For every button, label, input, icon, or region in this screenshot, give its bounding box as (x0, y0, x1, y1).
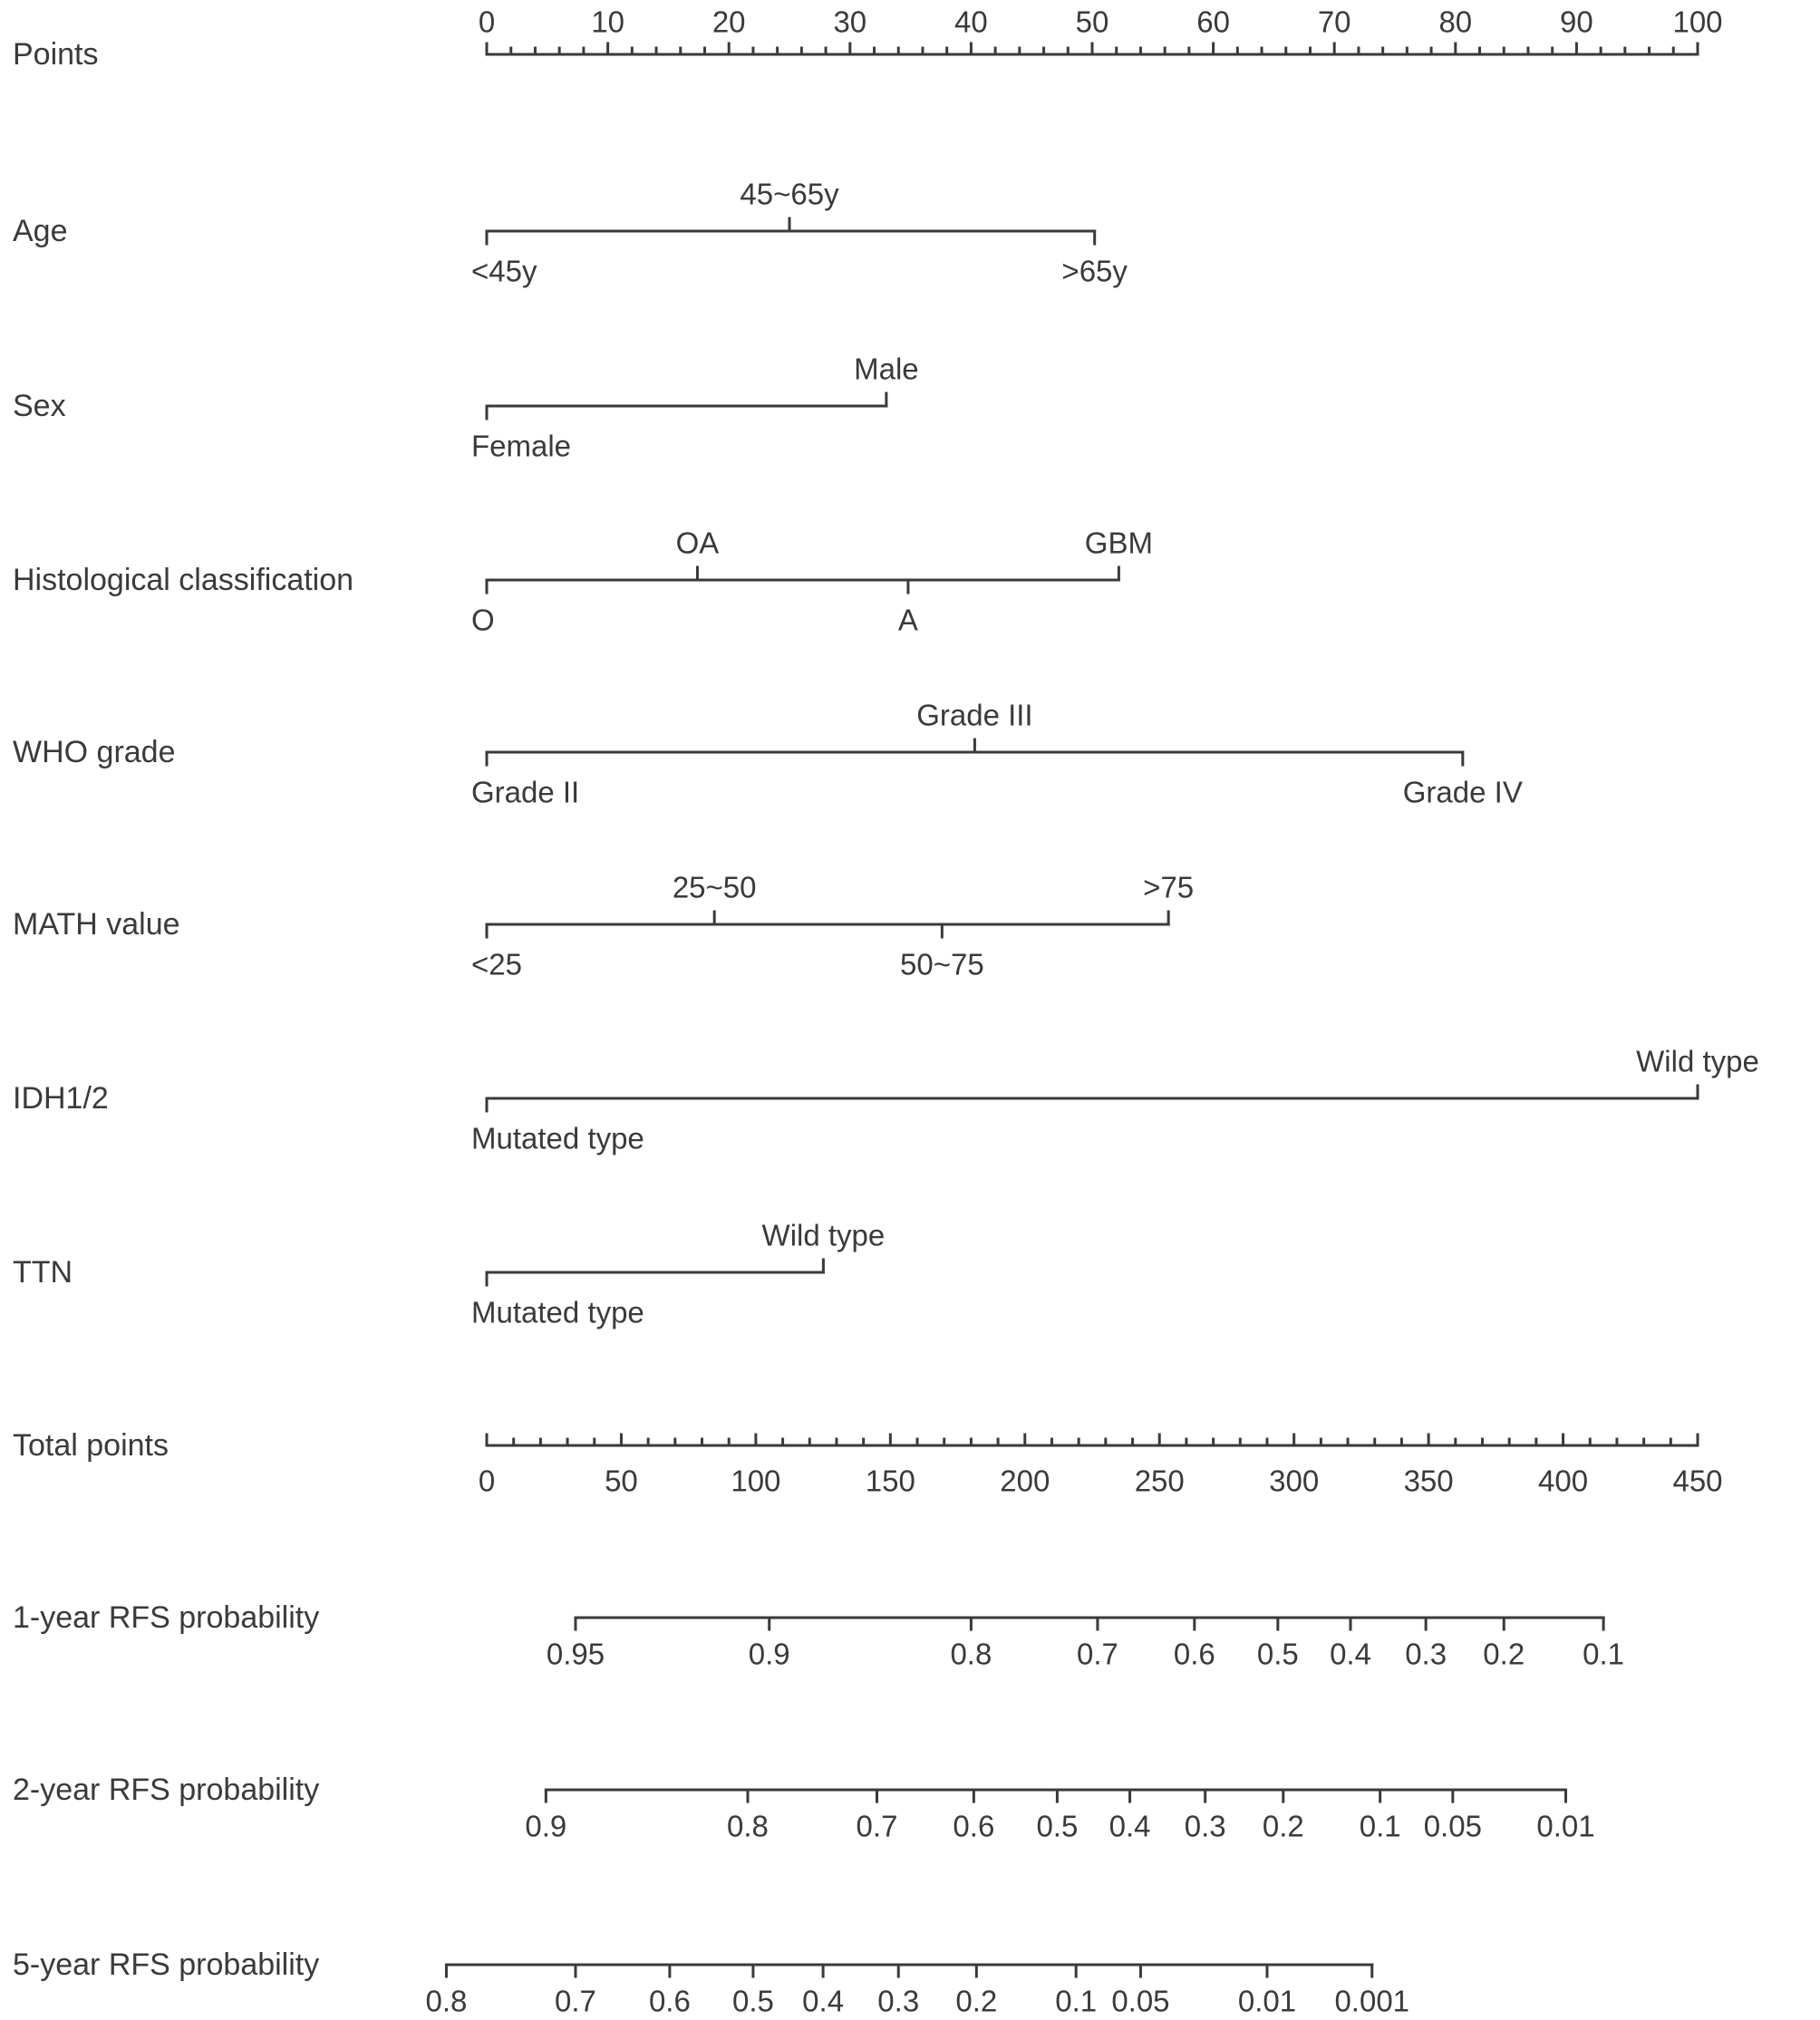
points-tick-label: 10 (591, 5, 624, 39)
histological-classification-level-label: A (898, 604, 918, 637)
1-year-rfs-probability-tick-label: 0.2 (1483, 1638, 1525, 1671)
row-label-who-grade: WHO grade (13, 735, 176, 769)
sex-level-label: Male (854, 353, 919, 386)
row-label-math-value: MATH value (13, 907, 180, 942)
2-year-rfs-probability-tick-label: 0.05 (1424, 1810, 1482, 1843)
row-label-ttn: TTN (13, 1255, 73, 1290)
variable-row-who-grade (485, 738, 1465, 767)
points-axis (485, 42, 1699, 56)
age-level-label: >65y (1061, 255, 1128, 288)
row-label-total-points: Total points (13, 1428, 169, 1463)
variable-row-histological-classification (485, 565, 1120, 594)
row-label-age: Age (13, 214, 68, 248)
total-points-tick-label: 400 (1538, 1464, 1588, 1498)
math-value-level-label: <25 (471, 948, 522, 981)
2-year-rfs-probability-tick-label: 0.4 (1109, 1810, 1151, 1843)
points-tick-label: 50 (1076, 5, 1109, 39)
age-level-label: 45~65y (740, 178, 839, 211)
5-year-rfs-probability-tick-label: 0.001 (1334, 1985, 1409, 2018)
who-grade-level-label: Grade III (916, 699, 1032, 732)
ttn-level-label: Mutated type (471, 1296, 644, 1329)
points-tick-label: 0 (479, 5, 495, 39)
probability-scale-5-year-rfs-probability (444, 1963, 1374, 1978)
total-points-axis (485, 1433, 1699, 1447)
idh1-2-level-label: Wild type (1636, 1045, 1759, 1078)
variable-row-age (485, 217, 1097, 246)
total-points-tick-label: 350 (1404, 1464, 1454, 1498)
5-year-rfs-probability-tick-label: 0.6 (649, 1985, 691, 2018)
row-label-1-year-rfs-probability: 1-year RFS probability (13, 1600, 319, 1635)
row-label-idh1-2: IDH1/2 (13, 1081, 109, 1116)
ttn-level-label: Wild type (762, 1219, 886, 1252)
histological-classification-level-label: OA (676, 527, 720, 560)
5-year-rfs-probability-tick-label: 0.01 (1238, 1985, 1296, 2018)
histological-classification-level-label: O (471, 604, 495, 637)
histological-classification-level-label: GBM (1085, 527, 1153, 560)
5-year-rfs-probability-tick-label: 0.7 (555, 1985, 596, 2018)
total-points-tick-label: 100 (731, 1464, 780, 1498)
5-year-rfs-probability-tick-label: 0.8 (426, 1985, 468, 2018)
2-year-rfs-probability-tick-label: 0.7 (857, 1810, 898, 1843)
2-year-rfs-probability-tick-label: 0.01 (1536, 1810, 1594, 1843)
5-year-rfs-probability-tick-label: 0.2 (955, 1985, 997, 2018)
points-tick-label: 30 (833, 5, 866, 39)
points-tick-label: 70 (1318, 5, 1351, 39)
5-year-rfs-probability-tick-label: 0.1 (1055, 1985, 1097, 2018)
1-year-rfs-probability-tick-label: 0.9 (749, 1638, 790, 1671)
2-year-rfs-probability-tick-label: 0.6 (953, 1810, 994, 1843)
math-value-level-label: 25~50 (673, 871, 757, 904)
who-grade-level-label: Grade IV (1403, 776, 1523, 809)
5-year-rfs-probability-tick-label: 0.5 (732, 1985, 774, 2018)
points-tick-label: 100 (1672, 5, 1722, 39)
1-year-rfs-probability-tick-label: 0.8 (950, 1638, 992, 1671)
2-year-rfs-probability-tick-label: 0.1 (1360, 1810, 1401, 1843)
variable-row-idh1-2 (485, 1084, 1699, 1113)
points-tick-label: 40 (954, 5, 988, 39)
row-label-2-year-rfs-probability: 2-year RFS probability (13, 1773, 319, 1807)
age-level-label: <45y (471, 255, 537, 288)
points-tick-label: 80 (1438, 5, 1472, 39)
5-year-rfs-probability-tick-label: 0.4 (802, 1985, 844, 2018)
idh1-2-level-label: Mutated type (471, 1122, 644, 1155)
nomogram-rows: Points 0 10 20 30 40 50 60 70 80 90 100 Age <45y 45~65… (13, 5, 1759, 2018)
probability-scale-1-year-rfs-probability (574, 1616, 1605, 1631)
total-points-tick-label: 450 (1672, 1464, 1722, 1498)
probability-scale-2-year-rfs-probability (544, 1788, 1568, 1803)
1-year-rfs-probability-tick-label: 0.6 (1174, 1638, 1215, 1671)
sex-level-label: Female (471, 430, 571, 463)
1-year-rfs-probability-tick-label: 0.7 (1077, 1638, 1118, 1671)
2-year-rfs-probability-tick-label: 0.2 (1263, 1810, 1304, 1843)
2-year-rfs-probability-tick-label: 0.9 (525, 1810, 566, 1843)
2-year-rfs-probability-tick-label: 0.3 (1185, 1810, 1226, 1843)
1-year-rfs-probability-tick-label: 0.4 (1330, 1638, 1371, 1671)
1-year-rfs-probability-tick-label: 0.5 (1257, 1638, 1299, 1671)
5-year-rfs-probability-tick-label: 0.05 (1111, 1985, 1169, 2018)
total-points-tick-label: 50 (605, 1464, 638, 1498)
total-points-tick-label: 150 (866, 1464, 915, 1498)
2-year-rfs-probability-tick-label: 0.8 (727, 1810, 769, 1843)
variable-row-ttn (485, 1258, 825, 1287)
total-points-tick-label: 300 (1269, 1464, 1319, 1498)
row-label-points: Points (13, 37, 99, 72)
total-points-tick-label: 200 (1000, 1464, 1050, 1498)
variable-row-sex (485, 391, 888, 420)
row-label-sex: Sex (13, 389, 66, 423)
total-points-tick-label: 250 (1135, 1464, 1185, 1498)
who-grade-level-label: Grade II (471, 776, 579, 809)
1-year-rfs-probability-tick-label: 0.95 (547, 1638, 605, 1671)
math-value-level-label: 50~75 (900, 948, 984, 981)
1-year-rfs-probability-tick-label: 0.1 (1583, 1638, 1624, 1671)
row-label-histological-classification: Histological classification (13, 563, 353, 597)
variable-row-math-value (485, 910, 1170, 939)
2-year-rfs-probability-tick-label: 0.5 (1036, 1810, 1078, 1843)
points-tick-label: 60 (1196, 5, 1230, 39)
math-value-level-label: >75 (1143, 871, 1194, 904)
total-points-tick-label: 0 (479, 1464, 495, 1498)
row-label-5-year-rfs-probability: 5-year RFS probability (13, 1948, 319, 1982)
points-tick-label: 90 (1560, 5, 1593, 39)
5-year-rfs-probability-tick-label: 0.3 (877, 1985, 919, 2018)
1-year-rfs-probability-tick-label: 0.3 (1405, 1638, 1447, 1671)
points-tick-label: 20 (712, 5, 746, 39)
